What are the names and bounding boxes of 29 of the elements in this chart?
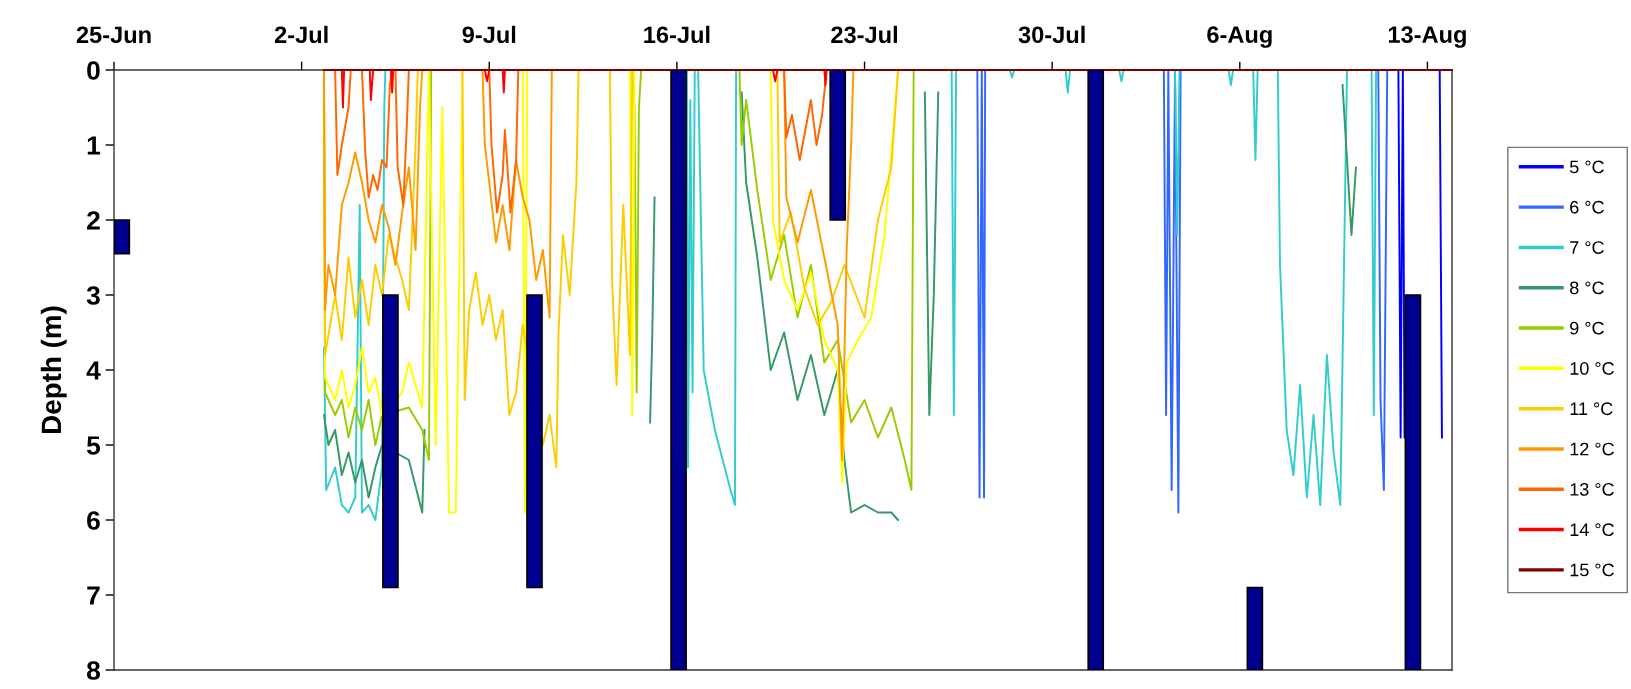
legend-label: 9 °C	[1570, 321, 1604, 335]
x-tick-label: 16-Jul	[644, 25, 710, 44]
x-tick-label: 25-Jun	[76, 26, 151, 44]
legend-label: 7 °C	[1570, 241, 1604, 254]
y-axis-title: Depth (m)	[40, 306, 67, 433]
y-tick-label: 4	[86, 361, 101, 380]
y-tick-label: 7	[87, 586, 100, 605]
legend-label: 10 °C	[1570, 362, 1614, 375]
x-tick-label: 13-Aug	[1388, 26, 1466, 48]
legend-label: 6 °C	[1570, 200, 1604, 214]
y-tick-label: 5	[86, 436, 101, 455]
y-tick-label: 8	[86, 661, 100, 680]
legend-label: 8 °C	[1570, 281, 1604, 295]
y-tick-label: 3	[86, 286, 100, 305]
y-tick-label: 0	[87, 61, 100, 80]
y-tick-label: 2	[87, 211, 100, 230]
legend-label: 11 °C	[1570, 402, 1613, 416]
legend-label: 15 °C	[1570, 563, 1614, 577]
legend-label: 5 °C	[1569, 160, 1604, 174]
y-tick-label: 1	[87, 136, 101, 155]
legend-label: 14 °C	[1570, 523, 1614, 537]
x-tick-label: 6-Aug	[1207, 26, 1272, 48]
legend-label: 12 °C	[1570, 442, 1614, 456]
x-tick-label: 30-Jul	[1018, 25, 1085, 44]
x-tick-label: 23-Jul	[831, 25, 897, 44]
x-tick-label: 9-Jul	[462, 25, 516, 44]
legend-label: 13 °C	[1570, 482, 1614, 496]
y-tick-label: 6	[87, 511, 100, 530]
x-tick-label: 2-Jul	[274, 25, 328, 44]
